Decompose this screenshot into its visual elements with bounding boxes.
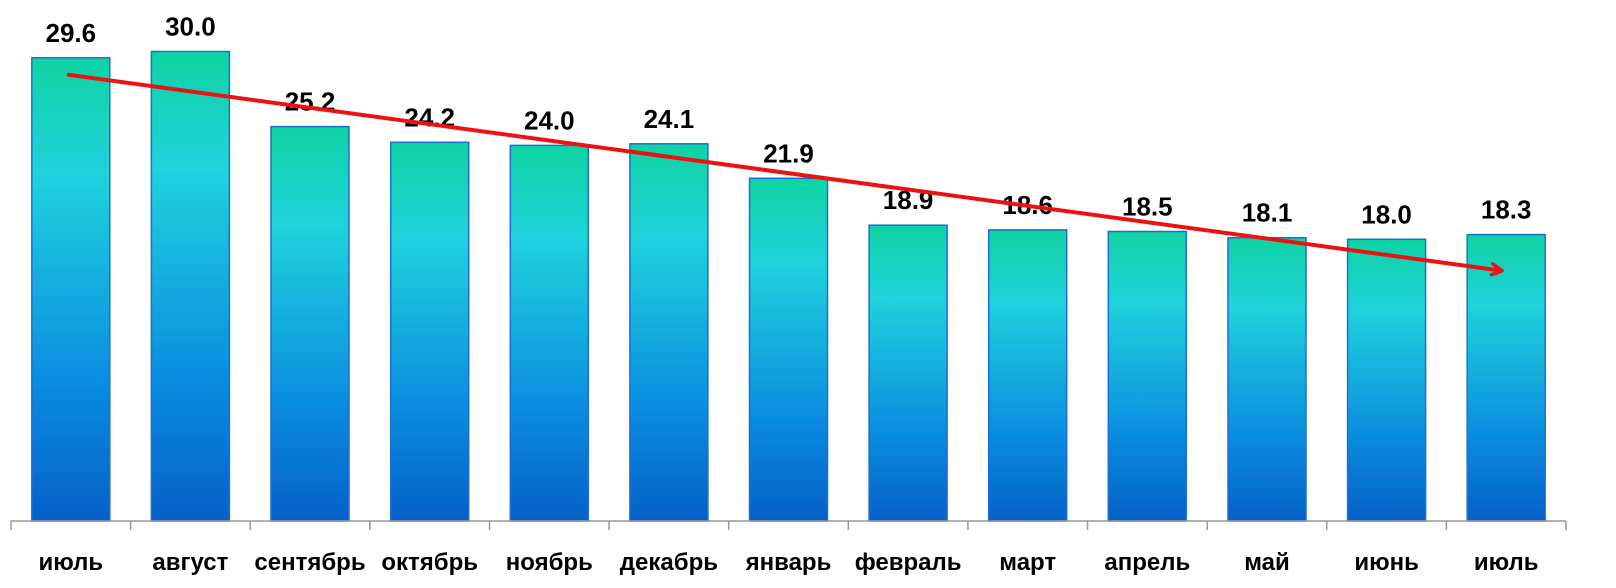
x-tick-label-10: май: [1244, 549, 1290, 576]
x-tick-label-5: декабрь: [620, 549, 718, 576]
data-label-9: 18.5: [1122, 192, 1173, 222]
bar-2: [270, 125, 350, 522]
x-tick-label-0: июль: [38, 549, 103, 576]
x-tick-label-6: январь: [745, 549, 832, 576]
x-tick-label-7: февраль: [855, 549, 962, 576]
bar-5: [629, 143, 709, 522]
bar-3: [389, 141, 470, 522]
bar-10: [1227, 236, 1307, 522]
data-label-6: 21.9: [763, 138, 814, 168]
bar-11: [1346, 238, 1427, 522]
bar-4: [509, 144, 590, 522]
data-label-12: 18.3: [1481, 195, 1532, 225]
data-label-0: 29.6: [45, 18, 96, 48]
bar-9: [1107, 230, 1188, 522]
bar-0: [31, 57, 111, 522]
data-label-4: 24.0: [524, 105, 575, 135]
x-tick-label-2: сентябрь: [254, 549, 365, 576]
bar-8: [987, 229, 1068, 522]
x-tick-label-3: октябрь: [381, 549, 478, 576]
x-tick-label-12: июль: [1474, 549, 1539, 576]
data-label-11: 18.0: [1361, 199, 1412, 229]
data-label-5: 24.1: [644, 104, 695, 134]
bar-12: [1466, 233, 1546, 522]
bar-1: [150, 50, 231, 522]
x-tick-label-1: август: [152, 549, 228, 576]
data-label-1: 30.0: [165, 12, 216, 42]
x-tick-label-9: апрель: [1104, 549, 1190, 576]
x-tick-label-8: март: [999, 549, 1056, 576]
trend-arrow: [66, 72, 1501, 271]
x-tick-label-4: ноябрь: [506, 549, 593, 576]
data-label-10: 18.1: [1242, 198, 1293, 228]
bar-7: [868, 224, 948, 522]
x-tick-label-11: июнь: [1354, 549, 1419, 576]
bar-6: [748, 177, 829, 522]
